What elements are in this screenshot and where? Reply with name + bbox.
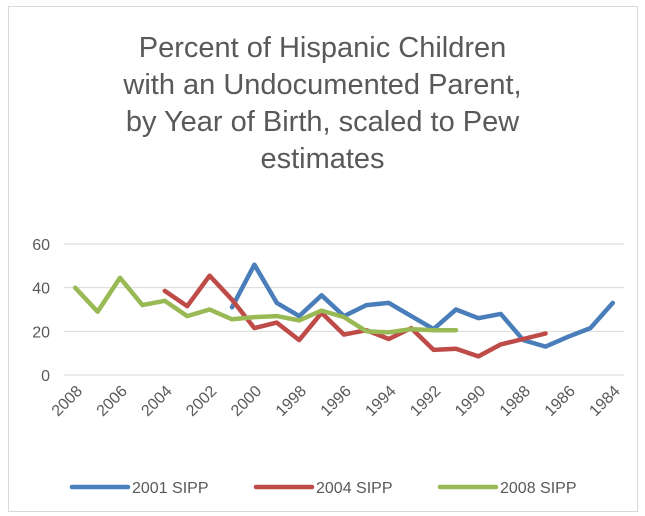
series-line-3 xyxy=(72,275,459,335)
series-lines xyxy=(72,262,616,359)
x-axis-tick-labels: 2008 2006 2004 2002 2000 1998 1996 1994 1992 1990… xyxy=(49,383,624,420)
x-tick-label: 2000 xyxy=(228,383,265,420)
x-tick-label: 1986 xyxy=(542,383,579,420)
chart-title-line-1: Percent of Hispanic Children xyxy=(138,32,507,64)
gridlines xyxy=(64,243,624,376)
x-tick-label: 1988 xyxy=(497,383,534,420)
legend-label: 2001 SIPP xyxy=(132,480,209,497)
y-tick-label: 0 xyxy=(41,368,50,385)
x-tick-label: 2004 xyxy=(138,383,175,420)
chart-frame xyxy=(8,6,638,512)
series-line-2 xyxy=(162,273,548,359)
x-tick-label: 1994 xyxy=(362,383,399,420)
x-tick-label: 1996 xyxy=(318,383,355,420)
x-tick-label: 1998 xyxy=(273,383,310,420)
legend: 2001 SIPP 2004 SIPP 2008 SIPP xyxy=(69,480,577,497)
x-tick-label: 1992 xyxy=(407,383,444,420)
y-tick-label: 20 xyxy=(32,324,50,341)
x-tick-label: 2002 xyxy=(183,383,220,420)
x-tick-label: 1984 xyxy=(586,383,623,420)
chart-title: Percent of Hispanic Children with an Und… xyxy=(0,30,645,178)
x-tick-label: 1990 xyxy=(452,383,489,420)
x-tick-label: 2008 xyxy=(49,383,86,420)
y-tick-label: 60 xyxy=(32,237,50,254)
chart-title-line-4: estimates xyxy=(260,143,385,175)
legend-label: 2004 SIPP xyxy=(316,480,393,497)
legend-label: 2008 SIPP xyxy=(500,480,577,497)
x-tick-label: 2006 xyxy=(94,383,131,420)
y-tick-label: 40 xyxy=(32,281,50,298)
series-line-1 xyxy=(229,262,616,349)
chart-title-line-2: with an Undocumented Parent, xyxy=(123,69,522,101)
y-axis-tick-labels: 0 20 40 60 xyxy=(32,237,50,385)
chart-title-line-3: by Year of Birth, scaled to Pew xyxy=(125,106,520,138)
